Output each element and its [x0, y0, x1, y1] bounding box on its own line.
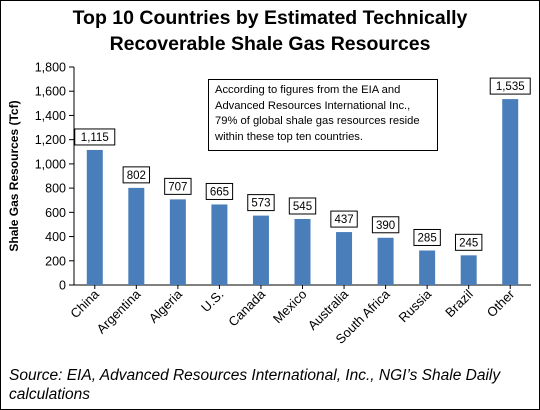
y-tick-label: 600 — [45, 206, 66, 220]
annotation-box: According to figures from the EIA and Ad… — [208, 79, 438, 151]
category-label: Russia — [396, 286, 435, 325]
data-label: 437 — [334, 214, 353, 226]
source-note: Source: EIA, Advanced Resources Internat… — [9, 367, 501, 403]
chart-title-line-2: Recoverable Shale Gas Resources — [109, 33, 431, 55]
chart-title: Top 10 Countries by Estimated Technicall… — [1, 5, 539, 57]
y-tick-label: 1,800 — [35, 61, 66, 75]
bar — [336, 232, 353, 285]
bar — [86, 149, 103, 285]
data-label: 245 — [459, 237, 478, 249]
bar — [169, 199, 186, 285]
y-tick-label: 0 — [59, 279, 66, 293]
data-label: 285 — [418, 232, 437, 244]
bar — [211, 204, 228, 285]
data-label-box — [164, 177, 192, 195]
category-label: China — [67, 286, 102, 321]
y-axis-title: Shale Gas Resources (Tcf) — [7, 100, 21, 251]
data-label-box — [330, 210, 358, 228]
bar — [294, 218, 311, 285]
y-tick-label: 200 — [45, 254, 66, 268]
y-tick-label: 1,200 — [35, 133, 66, 147]
category-label: Argentina — [93, 286, 144, 337]
data-label-box — [74, 128, 116, 146]
category-label: Brazil — [442, 286, 476, 320]
category-label: Mexico — [270, 287, 310, 327]
data-label-box — [489, 77, 531, 95]
data-label-box — [122, 166, 151, 184]
data-label-box — [247, 194, 275, 212]
data-label: 665 — [210, 186, 229, 198]
y-tick-label: 1,400 — [35, 109, 66, 123]
chart-title-line-1: Top 10 Countries by Estimated Technicall… — [72, 7, 468, 29]
data-label-box — [205, 182, 234, 200]
y-tick-label: 800 — [45, 182, 66, 196]
bar — [377, 237, 394, 285]
y-tick-label: 1,000 — [35, 157, 66, 171]
data-label-box — [288, 197, 317, 215]
y-tick-label: 1,600 — [35, 85, 66, 99]
bar — [460, 255, 477, 285]
category-label: Other — [484, 286, 518, 320]
category-label: Algeria — [146, 286, 186, 326]
data-label: 1,115 — [81, 132, 109, 144]
bar — [419, 250, 436, 285]
bar — [502, 99, 519, 285]
y-tick-label: 400 — [45, 230, 66, 244]
bar-chart: 0 200 400 600 800 1,000 1,200 1,400 1,600 1,800 Sh… — [7, 61, 531, 347]
data-label-box — [454, 233, 483, 251]
data-label: 390 — [376, 220, 395, 232]
data-label-box — [371, 216, 400, 234]
data-label: 802 — [127, 170, 146, 182]
category-label: U.S. — [198, 287, 226, 315]
category-label: Canada — [225, 286, 268, 329]
bar — [128, 187, 145, 285]
data-label: 545 — [293, 201, 312, 213]
data-label: 1,535 — [496, 81, 525, 93]
bar — [252, 215, 269, 285]
data-label-box — [413, 228, 441, 246]
data-label: 573 — [251, 198, 270, 210]
data-label: 707 — [168, 181, 187, 193]
